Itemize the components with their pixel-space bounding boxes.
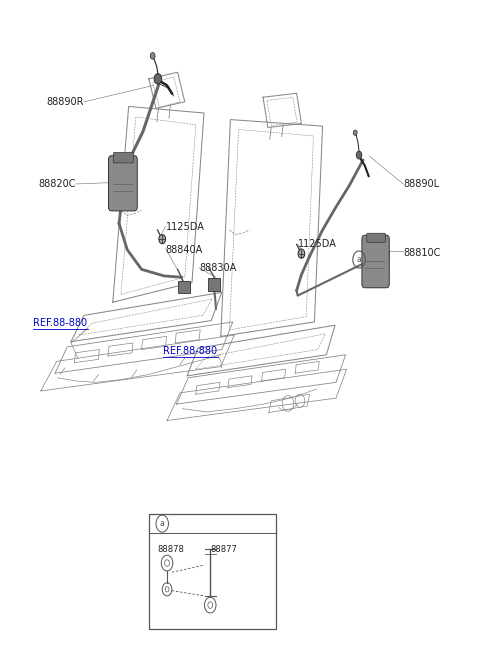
FancyBboxPatch shape [149, 514, 276, 629]
Text: 88877: 88877 [210, 545, 237, 555]
Text: a: a [357, 255, 361, 264]
Text: 88890L: 88890L [403, 179, 439, 189]
Text: 88830A: 88830A [199, 263, 237, 273]
FancyBboxPatch shape [178, 281, 190, 293]
FancyBboxPatch shape [113, 152, 133, 163]
Text: 88820C: 88820C [38, 179, 76, 189]
FancyBboxPatch shape [208, 278, 220, 291]
Text: 88810C: 88810C [403, 248, 441, 258]
Text: a: a [160, 519, 165, 528]
Text: 88878: 88878 [157, 545, 184, 555]
FancyBboxPatch shape [362, 235, 389, 288]
Text: 1125DA: 1125DA [166, 221, 204, 232]
Text: REF.88-880: REF.88-880 [163, 346, 217, 357]
Circle shape [356, 151, 362, 159]
Text: 88890R: 88890R [47, 97, 84, 107]
Circle shape [159, 235, 166, 244]
Circle shape [298, 249, 305, 258]
Text: 1125DA: 1125DA [298, 239, 336, 250]
Circle shape [154, 74, 162, 84]
Circle shape [150, 53, 155, 59]
Text: 88840A: 88840A [166, 244, 203, 255]
Circle shape [353, 130, 357, 135]
Text: REF.88-880: REF.88-880 [33, 318, 87, 328]
FancyBboxPatch shape [367, 233, 385, 242]
FancyBboxPatch shape [108, 156, 137, 211]
